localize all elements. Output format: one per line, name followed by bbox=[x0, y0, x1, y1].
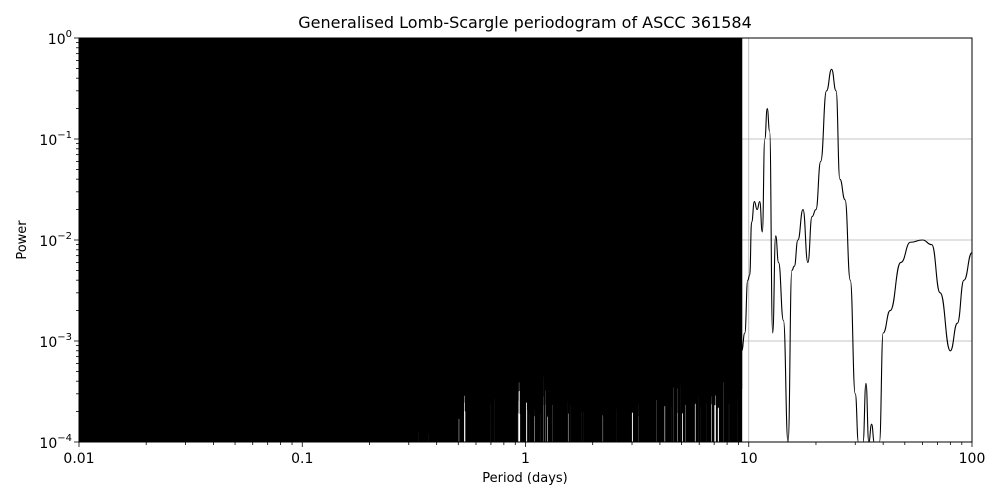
x-tick-label: 0.1 bbox=[291, 451, 313, 467]
y-tick-label: 10−1 bbox=[39, 130, 72, 149]
y-tick-label: 10−2 bbox=[39, 231, 72, 250]
x-tick-label: 1 bbox=[521, 451, 530, 467]
x-tick-label: 100 bbox=[959, 451, 986, 467]
power-line bbox=[79, 38, 972, 442]
x-tick-label: 0.01 bbox=[63, 451, 94, 467]
axis-ticks: 0.01 0.1 1 10 100 100 10−1 10−2 10−3 10−4 bbox=[39, 29, 985, 467]
periodogram-series bbox=[79, 38, 972, 442]
y-tick-label: 10−3 bbox=[39, 332, 72, 351]
y-tick-label: 10−4 bbox=[39, 433, 72, 452]
chart-title: Generalised Lomb-Scargle periodogram of … bbox=[298, 13, 752, 32]
y-axis-label: Power bbox=[15, 220, 30, 260]
x-axis-label: Period (days) bbox=[482, 471, 568, 486]
y-tick-label: 100 bbox=[48, 29, 72, 48]
x-tick-label: 10 bbox=[740, 451, 758, 467]
